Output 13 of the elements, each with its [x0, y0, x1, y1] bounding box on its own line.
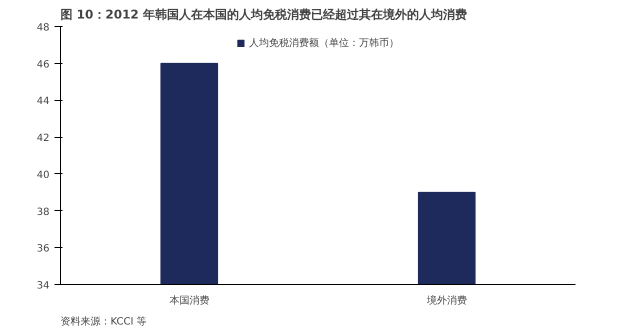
text: 资料来源：KCCI 等 [60, 316, 147, 328]
y-tick-label: 46 [36, 59, 50, 70]
y-tick-label: 38 [36, 206, 50, 218]
x-tick-label: 境外消费 [426, 294, 467, 306]
y-tick-label: 34 [36, 280, 50, 292]
y-tick-label: 40 [36, 170, 50, 181]
x-tick-label: 本国消费 [169, 294, 210, 306]
y-tick-label: 44 [36, 96, 50, 108]
chart-title: 图 10：2012 年韩国人在本国的人均免税消费已经超过其在境外的人均消费 [60, 8, 467, 22]
y-tick-label: 48 [36, 22, 50, 34]
y-tick-label: 42 [36, 133, 50, 144]
legend-label: 人均免税消费额（单位：万韩币） [249, 36, 399, 50]
y-tick-label: 36 [36, 244, 50, 255]
